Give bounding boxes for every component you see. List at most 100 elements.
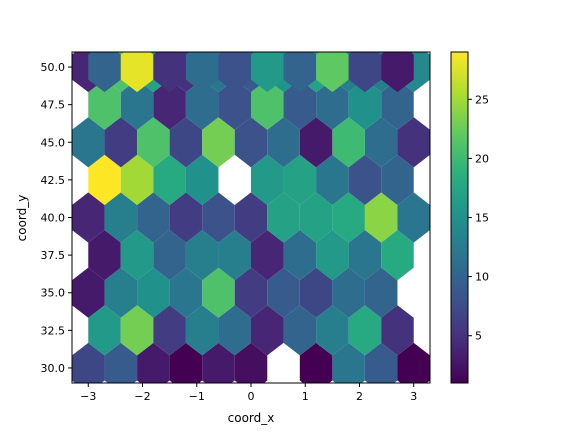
hexbin-cell: [283, 230, 317, 281]
y-tick-label: 42.5: [41, 174, 66, 187]
hexbin-cell: [364, 267, 398, 318]
hexbin-cell: [137, 117, 170, 168]
hexbin-cell: [397, 117, 430, 168]
hexbin-cell: [137, 192, 170, 243]
hexbin-cell: [185, 154, 219, 205]
hexbin-cell: [251, 154, 284, 205]
x-axis-label: coord_x: [228, 411, 275, 425]
hexbin-cell: [153, 154, 186, 205]
hexbin-cell: [169, 192, 203, 243]
hexbin-cell: [316, 79, 349, 130]
hexbin-cell: [120, 305, 154, 356]
colorbar-tick-label: 15: [475, 212, 489, 225]
hexbin-cell: [267, 192, 300, 243]
hexbin-cell: [299, 342, 333, 383]
hexbin-cell: [185, 52, 219, 93]
hexbin-cell: [104, 192, 138, 243]
x-tick-label: −1: [189, 390, 205, 403]
x-tick-label: 2: [356, 390, 363, 403]
x-tick-label: 1: [302, 390, 309, 403]
hexbin-cell: [137, 267, 170, 318]
hexbin-cell: [234, 267, 268, 318]
y-tick-label: 40.0: [41, 212, 66, 225]
hexbin-cell: [137, 342, 170, 383]
hexbin-cell: [104, 117, 138, 168]
y-tick-label: 30.0: [41, 362, 66, 375]
hexbin-cell: [348, 305, 382, 356]
hexbin-cell: [202, 117, 235, 168]
hexbin-cell: [283, 154, 317, 205]
y-tick-label: 50.0: [41, 61, 66, 74]
hexbin-cell: [267, 267, 300, 318]
hexbin-cell: [332, 117, 365, 168]
hexbin-cell: [381, 305, 414, 356]
colorbar-tick-label: 25: [475, 93, 489, 106]
hexbin-cell: [364, 192, 398, 243]
hexbin-cell: [348, 52, 382, 93]
hexbin-cell: [364, 117, 398, 168]
hexbin-cell: [120, 154, 154, 205]
hexbin-cell: [72, 267, 105, 318]
hexbin-cell: [283, 52, 317, 93]
colorbar-tick-label: 5: [475, 330, 482, 343]
hexbin-cell: [169, 117, 203, 168]
hexbin-cell: [104, 267, 138, 318]
colorbar: [450, 51, 469, 384]
hexbin-cell: [267, 117, 300, 168]
hexbin-cell: [316, 305, 349, 356]
hexbin-cell: [381, 230, 414, 281]
hexbin-cell: [332, 267, 365, 318]
hexbin-cell: [169, 267, 203, 318]
colorbar-tick-label: 10: [475, 271, 489, 284]
x-tick-label: 3: [410, 390, 417, 403]
hexbin-cell: [251, 52, 284, 93]
hexbin-cell: [364, 342, 398, 383]
hexbin-cell: [348, 230, 382, 281]
hexbin-cell: [72, 192, 105, 243]
hexbin-cell: [88, 154, 121, 205]
hexbin-cell: [332, 342, 365, 383]
hexbin-cell: [381, 79, 414, 130]
y-tick-label: 32.5: [41, 324, 66, 337]
hexbin-cell: [153, 52, 186, 93]
hexbin-cell: [381, 154, 414, 205]
hexbin-cell: [332, 192, 365, 243]
hexbin-cell: [88, 230, 121, 281]
y-tick-label: 47.5: [41, 99, 66, 112]
hexbin-cell: [104, 342, 138, 383]
y-axis-label: coord_y: [15, 195, 29, 242]
hexbin-cell: [234, 192, 268, 243]
hexbin-cell: [185, 79, 219, 130]
hexbin-cell: [72, 117, 105, 168]
hexbin-cell: [218, 305, 251, 356]
hexbin-cell: [202, 267, 235, 318]
hexbin-cell: [316, 154, 349, 205]
hexbin-cell: [72, 342, 105, 383]
hexbin-cell: [299, 117, 333, 168]
x-tick-label: 0: [248, 390, 255, 403]
y-tick-label: 35.0: [41, 287, 66, 300]
hexbin-cell: [153, 305, 186, 356]
hexbin-cell: [120, 230, 154, 281]
hexbin-cell: [397, 192, 430, 243]
hexbin-cell: [316, 52, 349, 93]
x-axis: −3 −2 −1 0 1 2 3: [80, 383, 417, 403]
hexbin-cell: [88, 79, 121, 130]
hexbin-cell: [88, 52, 121, 93]
y-axis: 30.0 32.5 35.0 37.5 40.0 42.5 45.0 47.5 50.0: [41, 61, 72, 375]
hexbin-cell: [397, 342, 430, 383]
colorbar-tick-label: 20: [475, 152, 489, 165]
hexbin-cell: [88, 305, 121, 356]
hexbin-cell: [381, 52, 414, 93]
hexbin-cell: [120, 52, 154, 93]
hexbin-cell: [185, 305, 219, 356]
hexbin-cells: [72, 52, 430, 383]
x-tick-label: −3: [80, 390, 96, 403]
hexbin-cell: [251, 230, 284, 281]
hexbin-cell: [218, 52, 251, 93]
hexbin-cell: [234, 342, 268, 383]
hexbin-cell: [299, 192, 333, 243]
hexbin-cell: [251, 305, 284, 356]
y-tick-label: 45.0: [41, 136, 66, 149]
